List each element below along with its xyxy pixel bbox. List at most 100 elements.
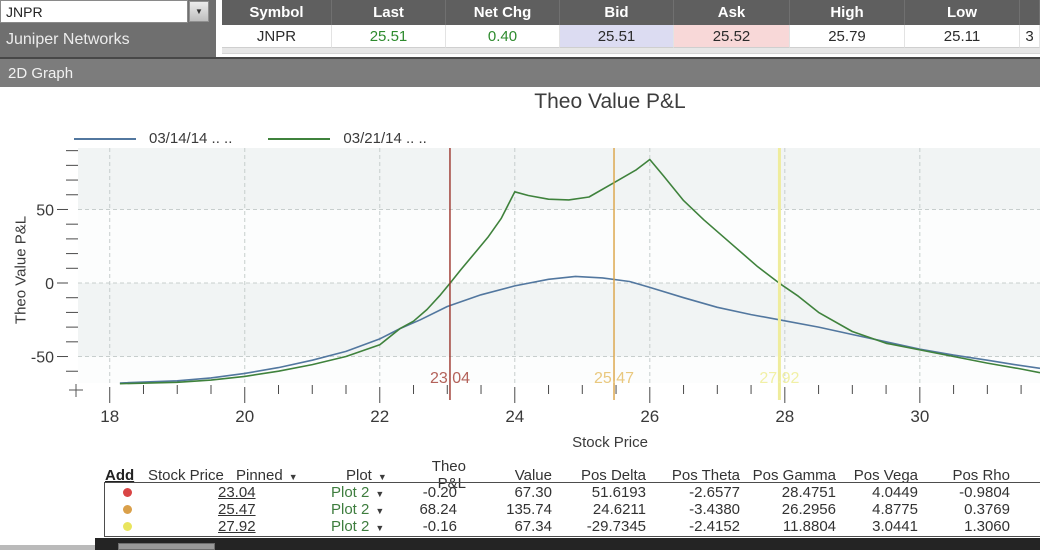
quote-symbol: JNPR <box>222 25 332 48</box>
x-tick-label: 18 <box>100 407 119 426</box>
plot-color-dot[interactable] <box>123 488 132 497</box>
x-tick-label: 28 <box>775 407 794 426</box>
pos-theta-cell: -3.4380 <box>689 501 740 518</box>
pos-vega-cell: 4.8775 <box>872 501 918 518</box>
pos-gamma-cell: 11.8804 <box>782 518 836 535</box>
table-row: 23.04 Plot 2 ▼ -0.20 67.30 51.6193 -2.657… <box>100 484 1040 501</box>
y-tick-label: -50 <box>31 350 54 367</box>
legend-label: 03/14/14 .. .. <box>149 130 233 147</box>
quote-clipped-value: 3 <box>1020 25 1040 48</box>
header-pinned-dropdown[interactable]: Pinned ▼ <box>236 466 298 484</box>
theo-pnl-value: 68.24 <box>419 501 457 518</box>
quote-header-last: Last <box>332 0 446 25</box>
stock-price-link[interactable]: 23.04 <box>218 484 256 501</box>
quote-low: 25.11 <box>905 25 1020 48</box>
plot-select[interactable]: Plot 2 ▼ <box>331 518 385 535</box>
quote-table-footer-strip <box>222 48 1040 54</box>
pos-theta-cell: -2.6577 <box>689 484 740 501</box>
quote-netchg: 0.40 <box>446 25 560 48</box>
add-plot-link[interactable]: Add <box>105 466 135 484</box>
bottom-bar <box>95 538 1040 550</box>
marker-label: 25.47 <box>593 370 635 387</box>
x-tick-label: 30 <box>910 407 929 426</box>
chevron-down-icon: ▼ <box>288 471 298 482</box>
header-stock-price: Stock Price <box>148 466 224 484</box>
pos-gamma-cell: 28.4751 <box>781 484 836 501</box>
pos-delta-cell: -29.7345 <box>586 518 646 535</box>
quote-header-bid: Bid <box>560 0 674 25</box>
x-tick-label: 22 <box>370 407 389 426</box>
y-tick-label: 0 <box>45 276 54 293</box>
legend-swatch <box>74 137 136 140</box>
header-pos-delta: Pos Delta <box>580 466 646 484</box>
series-line-0 <box>119 275 1040 384</box>
value-cell: 67.34 <box>514 518 552 535</box>
plot-select[interactable]: Plot 2 ▼ <box>331 484 385 501</box>
plot-color-dot[interactable] <box>123 522 132 531</box>
pos-vega-cell: 4.0449 <box>872 484 918 501</box>
header-pos-vega: Pos Vega <box>853 466 918 484</box>
legend-item-0[interactable]: 03/14/14 .. .. <box>74 130 232 147</box>
stock-price-link[interactable]: 25.47 <box>218 501 256 518</box>
quote-header-low: Low <box>905 0 1020 25</box>
quote-bid: 25.51 <box>560 25 674 48</box>
positions-header-row: Add Stock Price Pinned ▼ Plot ▼ Theo P&L V… <box>100 458 1040 492</box>
x-tick-label: 24 <box>505 407 524 426</box>
quote-header-row: Symbol Last Net Chg Bid Ask High Low <box>222 0 1040 25</box>
quote-header-clipped <box>1020 0 1040 25</box>
value-cell: 67.30 <box>514 484 552 501</box>
quote-high: 25.79 <box>790 25 905 48</box>
pos-vega-cell: 3.0441 <box>872 518 918 535</box>
scrollbar-track[interactable] <box>0 545 95 550</box>
header-plot-dropdown[interactable]: Plot ▼ <box>346 466 387 484</box>
header-pos-gamma: Pos Gamma <box>752 466 836 484</box>
pos-rho-cell: 1.3060 <box>964 518 1010 535</box>
chevron-down-icon: ▼ <box>375 523 385 533</box>
value-cell: 135.74 <box>506 501 552 518</box>
plot-select[interactable]: Plot 2 ▼ <box>331 501 385 518</box>
plot-band <box>78 356 1040 383</box>
quote-last: 25.51 <box>332 25 446 48</box>
pos-theta-cell: -2.4152 <box>689 518 740 535</box>
header-pos-rho: Pos Rho <box>952 466 1010 484</box>
theo-pnl-value: -0.20 <box>422 484 457 501</box>
legend-swatch <box>268 137 331 140</box>
chevron-down-icon: ▼ <box>375 506 385 516</box>
positions-table: Add Stock Price Pinned ▼ Plot ▼ Theo P&L V… <box>0 455 1040 537</box>
plot-band <box>78 209 1040 283</box>
quote-table: Symbol Last Net Chg Bid Ask High Low JNP… <box>222 0 1040 54</box>
x-tick-label: 26 <box>640 407 659 426</box>
symbol-input[interactable] <box>0 0 188 23</box>
symbol-panel: ▼ Juniper Networks <box>0 0 216 57</box>
stock-price-link[interactable]: 27.92 <box>218 518 256 535</box>
y-axis-title: Theo Value P&L <box>12 215 30 325</box>
pos-delta-cell: 51.6193 <box>591 484 646 501</box>
quote-header-symbol: Symbol <box>222 0 332 25</box>
chart-legend: 03/14/14 .. .. 03/21/14 .. .. <box>74 130 427 147</box>
y-tick-label: 50 <box>36 202 54 219</box>
horizontal-scrollbar-thumb[interactable] <box>118 543 215 550</box>
x-tick-label: 20 <box>235 407 254 426</box>
table-row: 25.47 Plot 2 ▼ 68.24 135.74 24.6211 -3.43… <box>100 501 1040 518</box>
series-line-1 <box>119 158 1040 385</box>
panel-header: 2D Graph <box>0 57 1040 87</box>
marker-label: 23.04 <box>429 370 470 387</box>
chevron-down-icon: ▼ <box>375 489 385 499</box>
plot-color-dot[interactable] <box>123 505 132 514</box>
header-value: Value <box>514 466 552 484</box>
theo-pnl-value: -0.16 <box>422 518 457 535</box>
header-pos-theta: Pos Theta <box>671 466 740 484</box>
quote-header-ask: Ask <box>674 0 790 25</box>
plot-band <box>78 283 1040 357</box>
pos-delta-cell: 24.6211 <box>592 501 646 518</box>
symbol-dropdown-button[interactable]: ▼ <box>189 1 209 22</box>
marker-label: 27.92 <box>759 370 800 387</box>
chevron-down-icon: ▼ <box>377 471 387 482</box>
quote-row: JNPR 25.51 0.40 25.51 25.52 25.79 25.11 … <box>222 25 1040 48</box>
legend-item-1[interactable]: 03/21/14 .. .. <box>268 130 427 147</box>
quote-header-high: High <box>790 0 905 25</box>
pos-gamma-cell: 26.2956 <box>781 501 836 518</box>
x-axis-title: Stock Price <box>572 434 648 451</box>
pos-rho-cell: 0.3769 <box>964 501 1010 518</box>
positions-rows-border <box>104 482 1040 537</box>
